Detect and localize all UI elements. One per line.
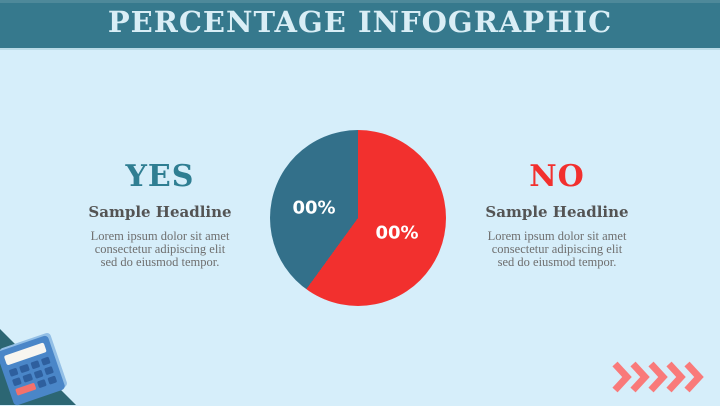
no-body-text: Lorem ipsum dolor sit amet consectetur a… <box>457 230 657 269</box>
chevron-group <box>612 361 704 393</box>
chevron-right-icon <box>648 361 668 393</box>
yes-panel: YES Sample Headline Lorem ipsum dolor si… <box>60 160 260 269</box>
body-line: consectetur adipiscing elit <box>94 242 226 256</box>
chevron-right-icon <box>630 361 650 393</box>
body-line: sed do eiusmod tempor. <box>100 255 220 269</box>
yes-heading: YES <box>125 159 195 194</box>
no-heading: NO <box>529 159 585 194</box>
yes-subheading: Sample Headline <box>88 203 232 221</box>
pie-label-yes: 00% <box>292 197 336 219</box>
chevron-right-icon <box>612 361 632 393</box>
body-line: Lorem ipsum dolor sit amet <box>487 229 627 243</box>
body-line: sed do eiusmod tempor. <box>497 255 617 269</box>
no-subheading: Sample Headline <box>485 203 629 221</box>
body-line: consectetur adipiscing elit <box>491 242 623 256</box>
body-line: Lorem ipsum dolor sit amet <box>90 229 230 243</box>
yes-body-text: Lorem ipsum dolor sit amet consectetur a… <box>60 230 260 269</box>
header-bar: PERCENTAGE INFOGRAPHIC <box>0 0 720 50</box>
no-panel: NO Sample Headline Lorem ipsum dolor sit… <box>457 160 657 269</box>
chevron-right-icon <box>684 361 704 393</box>
pie-label-no: 00% <box>375 222 419 244</box>
chevron-right-icon <box>666 361 686 393</box>
pie-chart: 00% 00% <box>270 130 446 306</box>
slide-title: PERCENTAGE INFOGRAPHIC <box>107 4 613 39</box>
